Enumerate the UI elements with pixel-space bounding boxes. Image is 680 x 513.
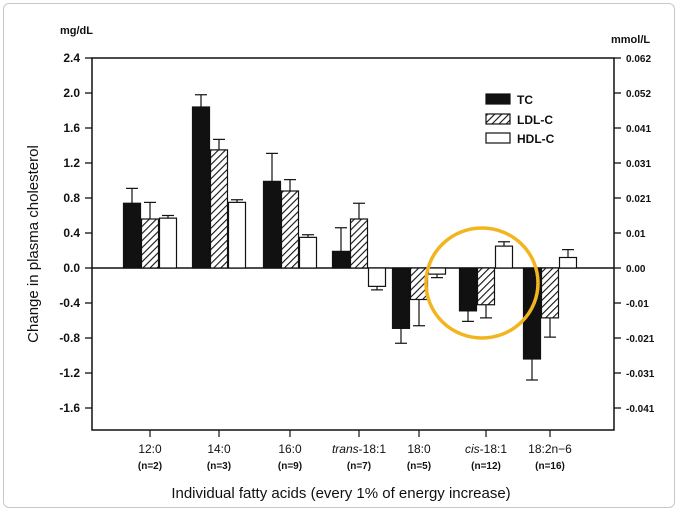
bar-ldl-c-5 [476, 267, 496, 306]
y-tick-label-left: -0.4 [59, 296, 80, 310]
category-label: 14:0 [207, 442, 231, 456]
category-n-label: (n=7) [347, 461, 371, 472]
legend-label-hdl: HDL-C [517, 132, 555, 146]
legend-swatch-tc [485, 93, 511, 105]
legend-swatch-ldl [485, 113, 511, 125]
bar-hdl-c-6 [558, 256, 578, 269]
y-tick-label-right: 0.021 [626, 194, 651, 205]
y-tick-label-right: -0.031 [626, 369, 655, 380]
bar-hdl-c-1 [227, 201, 247, 269]
bar-ldl-c-1 [209, 149, 229, 269]
bar-tc-4 [391, 267, 411, 329]
right-unit-label: mmol/L [611, 34, 650, 46]
bar-hdl-c-0 [158, 217, 178, 269]
bar-ldl-c-3 [349, 218, 369, 269]
bar-ldl-c-0 [140, 218, 160, 269]
legend-label-ldl: LDL-C [517, 113, 553, 127]
category-label: 16:0 [278, 442, 302, 456]
y-tick-label-left: -1.2 [59, 366, 80, 380]
y-tick-label-right: 0.01 [626, 229, 646, 240]
y-tick-label-left: 2.0 [63, 86, 80, 100]
category-label: cis-18:1 [465, 442, 507, 456]
legend-swatch-hdl [485, 132, 511, 144]
category-label: 12:0 [138, 442, 162, 456]
left-unit-label: mg/dL [60, 25, 93, 37]
y-tick-label-right: -0.041 [626, 404, 655, 415]
bar-tc-0 [122, 202, 142, 269]
y-tick-label-right: -0.01 [626, 299, 649, 310]
bar-ldl-c-6 [540, 267, 560, 319]
x-axis-title: Individual fatty acids (every 1% of ener… [171, 485, 510, 502]
y-tick-label-left: 2.4 [63, 51, 80, 65]
bar-tc-1 [191, 106, 211, 269]
bar-ldl-c-2 [280, 190, 300, 269]
y-tick-label-right: -0.021 [626, 334, 655, 345]
bar-hdl-c-4 [427, 267, 447, 275]
category-n-label: (n=5) [407, 461, 431, 472]
plot-area-frame [91, 57, 615, 431]
y-axis-title: Change in plasma cholesterol [25, 145, 42, 343]
y-tick-label-right: 0.041 [626, 124, 651, 135]
y-tick-label-right: 0.062 [626, 54, 651, 65]
category-n-label: (n=2) [138, 461, 162, 472]
category-label: trans-18:1 [332, 442, 386, 456]
y-tick-label-left: 0.4 [63, 226, 80, 240]
bar-tc-3 [331, 250, 351, 269]
y-tick-label-left: 0.0 [63, 261, 80, 275]
y-tick-label-left: -1.6 [59, 401, 80, 415]
category-label: 18:0 [407, 442, 431, 456]
bar-hdl-c-2 [298, 236, 318, 269]
legend-label-tc: TC [517, 93, 533, 107]
y-tick-label-left: -0.8 [59, 331, 80, 345]
category-label: 18:2n−6 [528, 442, 572, 456]
y-tick-label-left: 0.8 [63, 191, 80, 205]
y-tick-label-right: 0.052 [626, 89, 651, 100]
category-n-label: (n=3) [207, 461, 231, 472]
category-n-label: (n=9) [278, 461, 302, 472]
bar-hdl-c-5 [494, 245, 514, 269]
y-tick-label-left: 1.2 [63, 156, 80, 170]
bar-tc-2 [262, 180, 282, 269]
category-n-label: (n=16) [535, 461, 565, 472]
bar-hdl-c-3 [367, 267, 387, 287]
y-tick-label-left: 1.6 [63, 121, 80, 135]
y-tick-label-right: 0.031 [626, 159, 651, 170]
bar-tc-5 [458, 267, 478, 312]
highlight-circle [424, 226, 540, 340]
y-tick-label-right: 0.00 [626, 264, 646, 275]
category-n-label: (n=12) [471, 461, 501, 472]
legend: TC LDL-C HDL-C [485, 93, 555, 146]
